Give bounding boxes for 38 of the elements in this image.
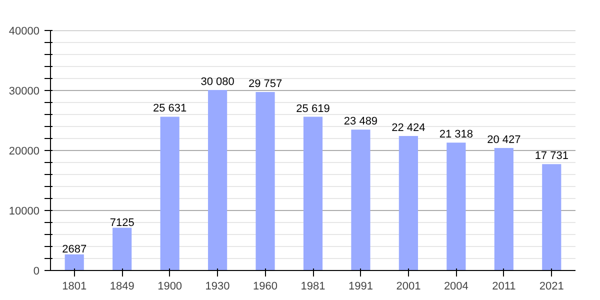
x-tick-label: 1801 — [62, 280, 87, 292]
data-label: 20 427 — [487, 134, 521, 146]
x-tick-label: 1900 — [158, 280, 182, 292]
data-label: 30 080 — [200, 76, 234, 88]
data-label: 21 318 — [439, 128, 474, 141]
bar — [208, 90, 228, 270]
data-label: 23 489 — [344, 116, 378, 128]
x-tick-label: 2001 — [396, 280, 421, 292]
bar — [446, 142, 466, 270]
bar — [160, 116, 180, 270]
y-tick-label: 40000 — [8, 26, 40, 38]
y-tick-label: 10000 — [8, 206, 40, 218]
bar — [351, 130, 370, 270]
x-tick-label: 1981 — [300, 280, 326, 292]
y-tick-label: 0 — [33, 266, 40, 278]
x-tick-label: 1930 — [205, 280, 230, 292]
data-label: 2687 — [62, 243, 87, 256]
bar — [112, 228, 132, 270]
data-label: 7125 — [110, 216, 134, 229]
bar — [303, 116, 323, 270]
x-tick-label: 1960 — [253, 280, 278, 292]
data-label: 17 731 — [534, 150, 568, 162]
bar — [398, 136, 418, 270]
x-tick-label: 1991 — [348, 280, 373, 292]
x-tick-label: 2021 — [539, 280, 564, 292]
bar — [256, 92, 275, 270]
x-tick-label: 2011 — [492, 280, 516, 292]
data-label: 29 757 — [248, 78, 282, 90]
bar — [494, 148, 514, 270]
data-label: 22 424 — [392, 122, 426, 134]
data-label: 25 631 — [152, 102, 187, 115]
bar — [542, 164, 562, 270]
x-tick-label: 1849 — [110, 280, 134, 292]
data-label: 25 619 — [296, 102, 330, 115]
y-tick-label: 20000 — [8, 146, 40, 158]
x-tick-label: 2004 — [444, 280, 468, 292]
bar — [64, 254, 84, 270]
y-tick-label: 30000 — [8, 86, 40, 98]
